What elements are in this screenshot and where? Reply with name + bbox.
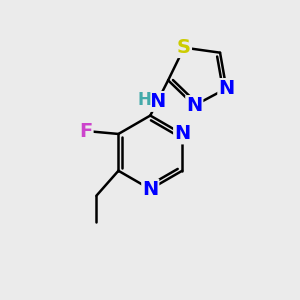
- Text: N: N: [149, 92, 166, 111]
- Text: N: N: [186, 96, 203, 115]
- Text: F: F: [80, 122, 93, 140]
- Text: S: S: [177, 38, 191, 57]
- Text: N: N: [142, 180, 158, 199]
- Text: H: H: [137, 91, 151, 109]
- Text: N: N: [174, 124, 190, 143]
- Text: N: N: [218, 79, 235, 98]
